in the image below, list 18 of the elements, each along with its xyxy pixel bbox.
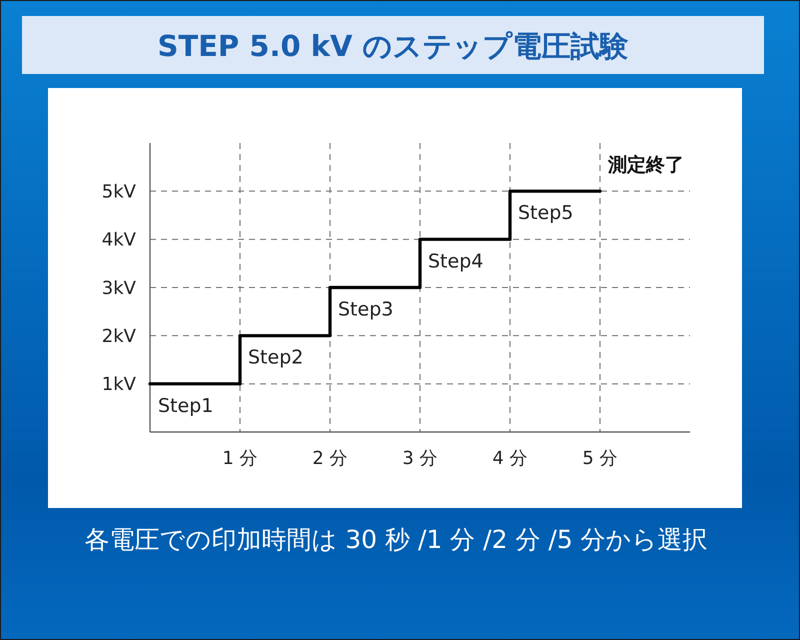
y-tick-label: 1kV xyxy=(102,374,137,396)
y-tick-label: 5kV xyxy=(102,181,137,202)
annotation: Step4 xyxy=(428,250,484,272)
x-tick-label: 3 分 xyxy=(402,448,438,469)
annotation: Step1 xyxy=(158,394,214,417)
y-tick-label: 3kV xyxy=(102,278,137,299)
annotation: Step2 xyxy=(248,346,304,369)
annotation: Step3 xyxy=(338,298,394,320)
chart-title: STEP 5.0 kV のステップ電圧試験 xyxy=(157,29,629,63)
annotation: Step5 xyxy=(518,202,574,224)
y-tick-label: 4kV xyxy=(102,230,137,251)
annotation: 測定終了 xyxy=(607,154,684,176)
text: 各電圧での印加時間は 30 秒 /1 分 /2 分 /5 分から選択 xyxy=(84,525,708,554)
y-tick-label: 2kV xyxy=(102,326,137,347)
x-tick-label: 2 分 xyxy=(312,448,348,469)
x-tick-label: 5 分 xyxy=(582,448,618,469)
x-tick-label: 1 分 xyxy=(222,448,258,469)
x-tick-label: 4 分 xyxy=(492,448,528,469)
